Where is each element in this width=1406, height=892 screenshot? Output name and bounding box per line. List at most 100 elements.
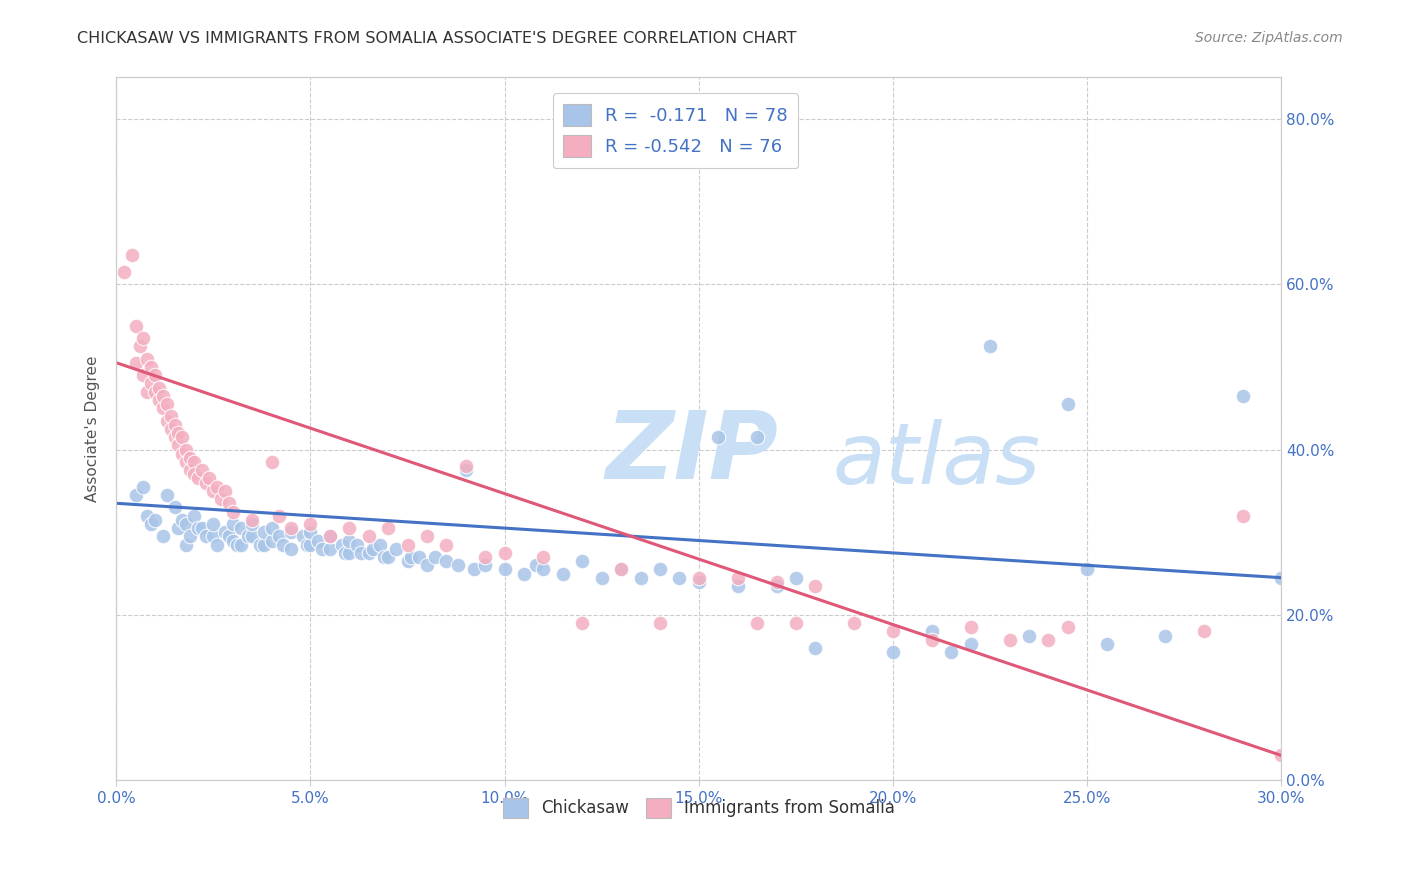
Point [1192, 624, 1215, 639]
Point [533, 549, 555, 564]
Point [1270, 748, 1292, 763]
Point [494, 562, 516, 576]
Point [299, 516, 322, 531]
Point [159, 409, 181, 424]
Point [194, 475, 217, 490]
Point [280, 525, 302, 540]
Point [295, 538, 318, 552]
Point [132, 331, 155, 345]
Point [1018, 629, 1040, 643]
Point [551, 566, 574, 581]
Point [194, 529, 217, 543]
Text: atlas: atlas [832, 419, 1040, 502]
Point [610, 562, 633, 576]
Point [143, 368, 166, 383]
Point [688, 571, 710, 585]
Point [434, 538, 457, 552]
Point [112, 265, 135, 279]
Point [172, 430, 194, 444]
Point [416, 558, 439, 573]
Point [187, 471, 209, 485]
Point [401, 549, 423, 564]
Point [337, 533, 360, 548]
Point [156, 397, 179, 411]
Point [370, 538, 392, 552]
Point [125, 488, 148, 502]
Point [249, 538, 271, 552]
Point [1270, 571, 1292, 585]
Point [330, 538, 353, 552]
Point [319, 529, 342, 543]
Point [337, 546, 360, 560]
Point [630, 571, 652, 585]
Text: CHICKASAW VS IMMIGRANTS FROM SOMALIA ASSOCIATE'S DEGREE CORRELATION CHART: CHICKASAW VS IMMIGRANTS FROM SOMALIA ASS… [77, 31, 797, 46]
Point [1232, 508, 1254, 523]
Point [141, 516, 163, 531]
Point [183, 455, 205, 469]
Point [373, 549, 395, 564]
Point [143, 513, 166, 527]
Point [804, 579, 827, 593]
Point [337, 521, 360, 535]
Point [571, 616, 593, 631]
Point [187, 521, 209, 535]
Point [152, 401, 174, 416]
Point [921, 624, 943, 639]
Point [785, 616, 807, 631]
Point [361, 541, 384, 556]
Point [125, 356, 148, 370]
Point [745, 616, 768, 631]
Point [190, 463, 212, 477]
Point [202, 516, 225, 531]
Point [202, 483, 225, 498]
Point [1095, 637, 1118, 651]
Point [357, 529, 380, 543]
Point [319, 541, 342, 556]
Point [163, 500, 186, 515]
Point [141, 359, 163, 374]
Point [218, 529, 240, 543]
Point [163, 417, 186, 432]
Point [280, 521, 302, 535]
Point [610, 562, 633, 576]
Point [136, 508, 159, 523]
Point [148, 380, 170, 394]
Point [156, 488, 179, 502]
Point [125, 318, 148, 333]
Point [222, 504, 245, 518]
Point [1038, 632, 1060, 647]
Point [132, 368, 155, 383]
Point [183, 467, 205, 482]
Point [240, 529, 263, 543]
Point [1056, 620, 1078, 634]
Point [377, 549, 399, 564]
Point [727, 579, 749, 593]
Point [346, 538, 368, 552]
Point [174, 538, 197, 552]
Point [132, 480, 155, 494]
Point [533, 562, 555, 576]
Point [163, 430, 186, 444]
Point [844, 616, 866, 631]
Point [229, 538, 252, 552]
Legend: Chickasaw, Immigrants from Somalia: Chickasaw, Immigrants from Somalia [496, 791, 901, 825]
Point [454, 463, 477, 477]
Point [804, 640, 827, 655]
Point [136, 384, 159, 399]
Point [921, 632, 943, 647]
Point [240, 513, 263, 527]
Point [668, 571, 690, 585]
Text: Source: ZipAtlas.com: Source: ZipAtlas.com [1195, 31, 1343, 45]
Point [229, 521, 252, 535]
Point [882, 645, 904, 659]
Point [172, 447, 194, 461]
Point [396, 554, 419, 568]
Point [218, 496, 240, 510]
Point [156, 414, 179, 428]
Point [174, 442, 197, 457]
Point [311, 541, 333, 556]
Point [385, 541, 408, 556]
Point [494, 546, 516, 560]
Point [198, 471, 221, 485]
Point [299, 538, 322, 552]
